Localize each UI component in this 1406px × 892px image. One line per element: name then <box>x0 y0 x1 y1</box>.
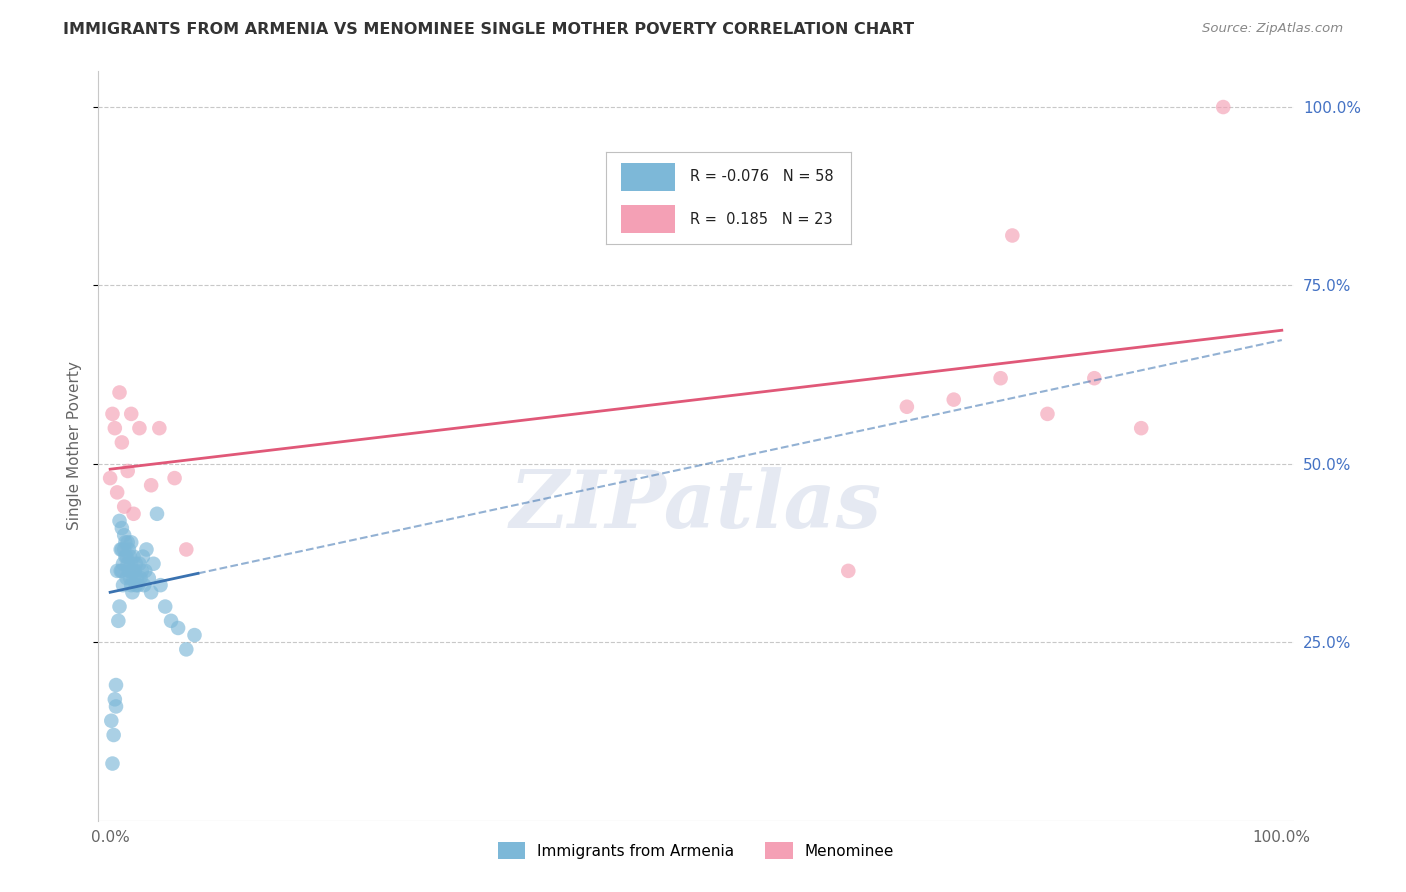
Point <box>108 385 131 400</box>
Point <box>112 528 135 542</box>
Point <box>108 599 131 614</box>
Point <box>837 564 859 578</box>
Point <box>117 464 139 478</box>
Point <box>127 571 149 585</box>
Point <box>174 642 197 657</box>
Point <box>942 392 965 407</box>
Text: Source: ZipAtlas.com: Source: ZipAtlas.com <box>1202 22 1343 36</box>
Point <box>122 507 145 521</box>
Point <box>1036 407 1059 421</box>
Point <box>1212 100 1234 114</box>
Point <box>990 371 1012 385</box>
Point <box>138 571 160 585</box>
Point <box>120 407 142 421</box>
Point <box>1083 371 1105 385</box>
Point <box>141 585 163 599</box>
Point <box>160 614 183 628</box>
Point <box>110 564 132 578</box>
Point <box>101 756 124 771</box>
Point <box>98 471 121 485</box>
Point <box>107 614 129 628</box>
Point <box>105 564 128 578</box>
FancyBboxPatch shape <box>621 163 675 191</box>
Point <box>129 571 152 585</box>
Point <box>111 564 134 578</box>
Point <box>112 557 135 571</box>
Point <box>163 471 186 485</box>
Point <box>110 542 132 557</box>
Point <box>1130 421 1153 435</box>
Text: R = -0.076   N = 58: R = -0.076 N = 58 <box>689 169 834 185</box>
Point <box>121 585 143 599</box>
Point <box>115 571 138 585</box>
Legend: Immigrants from Armenia, Menominee: Immigrants from Armenia, Menominee <box>492 836 900 865</box>
Point <box>108 514 131 528</box>
Point <box>149 578 172 592</box>
Point <box>132 578 156 592</box>
Point <box>118 564 141 578</box>
Point <box>120 535 142 549</box>
Point <box>104 692 127 706</box>
Point <box>111 521 134 535</box>
Point <box>131 564 153 578</box>
Point <box>117 557 139 571</box>
Point <box>125 578 148 592</box>
Text: R =  0.185   N = 23: R = 0.185 N = 23 <box>689 212 832 227</box>
Point <box>112 578 135 592</box>
Point <box>896 400 918 414</box>
Point <box>127 578 149 592</box>
Point <box>103 728 125 742</box>
Point <box>135 542 157 557</box>
Point <box>114 549 136 564</box>
Point <box>100 714 122 728</box>
Point <box>112 500 135 514</box>
Point <box>115 549 138 564</box>
Point <box>105 678 128 692</box>
Point <box>118 542 141 557</box>
Point <box>146 507 169 521</box>
Point <box>1001 228 1024 243</box>
FancyBboxPatch shape <box>621 205 675 234</box>
Point <box>120 549 141 564</box>
Point <box>105 485 128 500</box>
Point <box>120 571 141 585</box>
Point <box>167 621 190 635</box>
Point <box>141 478 163 492</box>
Point <box>121 564 143 578</box>
Point <box>183 628 205 642</box>
Point <box>128 557 150 571</box>
Point <box>155 599 177 614</box>
Point <box>104 421 127 435</box>
Point <box>148 421 170 435</box>
Text: IMMIGRANTS FROM ARMENIA VS MENOMINEE SINGLE MOTHER POVERTY CORRELATION CHART: IMMIGRANTS FROM ARMENIA VS MENOMINEE SIN… <box>63 22 914 37</box>
Point <box>114 535 136 549</box>
Point <box>112 542 135 557</box>
Point <box>124 564 146 578</box>
Point <box>134 564 156 578</box>
Point <box>132 549 155 564</box>
Point <box>111 435 134 450</box>
Point <box>128 421 150 435</box>
Text: ZIPatlas: ZIPatlas <box>510 467 882 545</box>
Point <box>111 542 134 557</box>
Point <box>120 557 142 571</box>
Point <box>105 699 128 714</box>
Point <box>120 578 142 592</box>
Y-axis label: Single Mother Poverty: Single Mother Poverty <box>66 361 82 531</box>
Point <box>125 557 148 571</box>
Point <box>117 535 139 549</box>
Point <box>101 407 124 421</box>
Point <box>122 549 145 564</box>
Point <box>174 542 197 557</box>
Point <box>122 571 145 585</box>
Point <box>142 557 165 571</box>
